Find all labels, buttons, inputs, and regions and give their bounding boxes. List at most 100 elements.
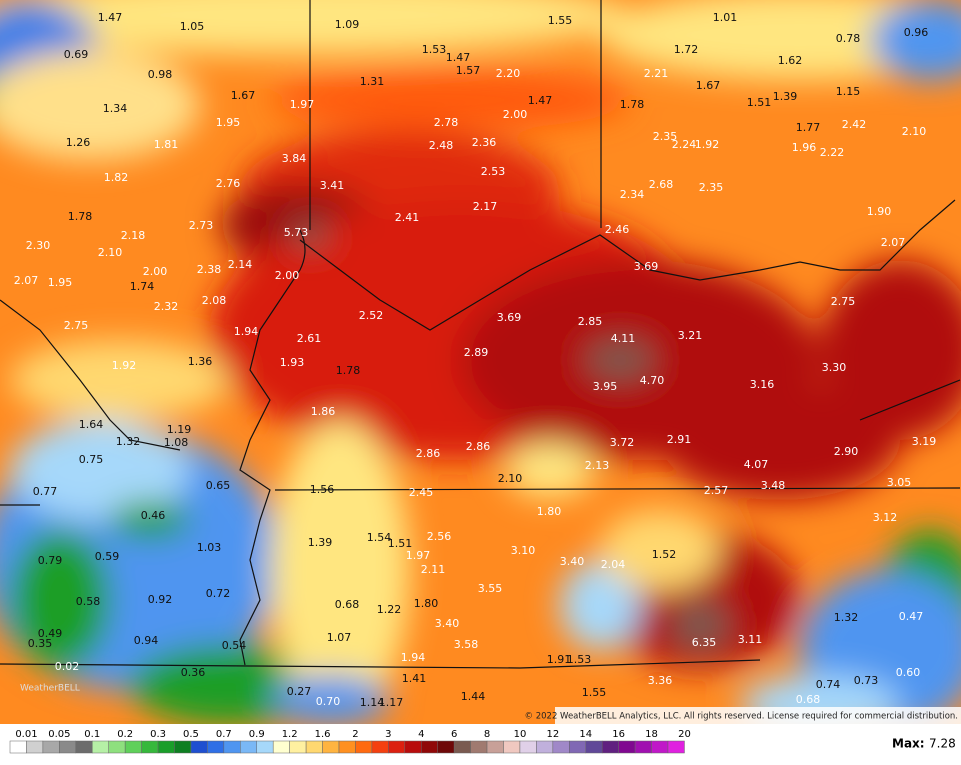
value-label: 2.32 [154, 300, 179, 313]
legend-swatch [503, 740, 521, 754]
legend-swatch [174, 740, 192, 754]
legend-tick-label: 8 [484, 729, 490, 740]
legend-tick-label: 6 [451, 729, 457, 740]
value-label: 2.35 [653, 130, 678, 143]
value-label: 2.76 [216, 177, 241, 190]
value-label: 1.07 [327, 631, 352, 644]
value-label: 1.95 [48, 276, 73, 289]
value-label: 1.39 [308, 536, 333, 549]
value-labels: 1.47 1.05 1.09 1.55 1.01 0.78 0.96 0.69 0.98 1.53… [14, 11, 937, 709]
value-label: 3.30 [822, 361, 847, 374]
value-label: 1.31 [360, 75, 385, 88]
legend-swatch [519, 740, 537, 754]
legend-swatch [124, 740, 142, 754]
value-label: 0.70 [316, 695, 341, 708]
value-label: 3.69 [634, 260, 659, 273]
legend-swatch [240, 740, 258, 754]
value-label: 2.45 [409, 486, 434, 499]
value-label: 1.22 [377, 603, 402, 616]
precip-blob [270, 420, 410, 720]
value-label: 0.75 [79, 453, 104, 466]
value-label: 3.95 [593, 380, 618, 393]
legend-tick-label: 16 [612, 729, 625, 740]
legend-tick-label: 14 [579, 729, 592, 740]
value-label: 1.92 [112, 359, 137, 372]
value-label: 2.61 [297, 332, 322, 345]
value-label: 0.46 [141, 509, 166, 522]
legend-tick-label: 0.9 [249, 729, 265, 740]
precip-blob [0, 0, 630, 55]
value-label: 3.72 [610, 436, 635, 449]
max-label: Max: [892, 737, 925, 751]
value-label: 1.51 [747, 96, 772, 109]
value-label: 3.84 [282, 152, 307, 165]
legend-swatch [552, 740, 570, 754]
value-label: 2.85 [578, 315, 603, 328]
legend-swatch [256, 740, 274, 754]
legend-swatch [108, 740, 126, 754]
legend-swatch [223, 740, 241, 754]
value-label: 1.14 [360, 696, 385, 709]
value-label: 3.12 [873, 511, 898, 524]
value-label: 2.52 [359, 309, 384, 322]
legend-swatch [453, 740, 471, 754]
legend-tick-label: 1.2 [282, 729, 298, 740]
value-label: 2.75 [831, 295, 856, 308]
value-label: 4.07 [744, 458, 769, 471]
value-label: 0.02 [55, 660, 80, 673]
legend-swatch [667, 740, 685, 754]
value-label: 2.56 [427, 530, 452, 543]
value-label: 2.36 [472, 136, 497, 149]
value-label: 2.08 [202, 294, 227, 307]
value-label: 3.41 [320, 179, 345, 192]
value-label: 2.89 [464, 346, 489, 359]
legend-swatch [322, 740, 340, 754]
legend-swatch [388, 740, 406, 754]
value-label: 1.64 [79, 418, 104, 431]
value-label: 3.40 [560, 555, 585, 568]
value-label: 0.78 [836, 32, 861, 45]
value-label: 2.24 [672, 138, 697, 151]
value-label: 0.49 [38, 627, 63, 640]
value-label: 1.34 [103, 102, 128, 115]
value-label: 2.18 [121, 229, 146, 242]
value-label: 0.68 [796, 693, 821, 706]
value-label: 1.57 [456, 64, 481, 77]
value-label: 1.53 [567, 653, 592, 666]
value-label: 0.68 [335, 598, 360, 611]
value-label: 2.07 [881, 236, 906, 249]
value-label: 1.52 [652, 548, 677, 561]
legend-swatch [421, 740, 438, 754]
value-label: 2.75 [64, 319, 89, 332]
value-label: 1.86 [311, 405, 336, 418]
precip-blob [270, 70, 630, 130]
legend-tick-label: 18 [645, 729, 658, 740]
copyright-bg [555, 707, 961, 724]
value-label: 1.97 [290, 98, 315, 111]
precip-blob [505, 442, 595, 498]
legend-swatch [536, 740, 554, 754]
value-label: 2.21 [644, 67, 669, 80]
value-label: 1.78 [620, 98, 645, 111]
value-label: 3.05 [887, 476, 912, 489]
legend-tick-label: 0.05 [48, 729, 70, 740]
value-label: 2.90 [834, 445, 859, 458]
value-label: 0.59 [95, 550, 120, 563]
precip-blob [10, 530, 110, 670]
precip-blob [290, 223, 330, 247]
legend-swatch [42, 740, 60, 754]
value-label: 5.73 [284, 226, 309, 239]
legend-tick-label: 0.2 [117, 729, 133, 740]
value-label: 3.19 [912, 435, 937, 448]
legend-swatch [26, 740, 44, 754]
legend-swatch [9, 740, 27, 754]
precip-blob [10, 420, 190, 520]
value-label: 2.91 [667, 433, 692, 446]
legend-swatch [486, 740, 504, 754]
precip-blob [0, 50, 200, 160]
value-label: 3.69 [497, 311, 522, 324]
value-label: 2.07 [14, 274, 39, 287]
legend-swatch [157, 740, 175, 754]
legend-swatch [289, 740, 307, 754]
value-label: 1.36 [188, 355, 213, 368]
